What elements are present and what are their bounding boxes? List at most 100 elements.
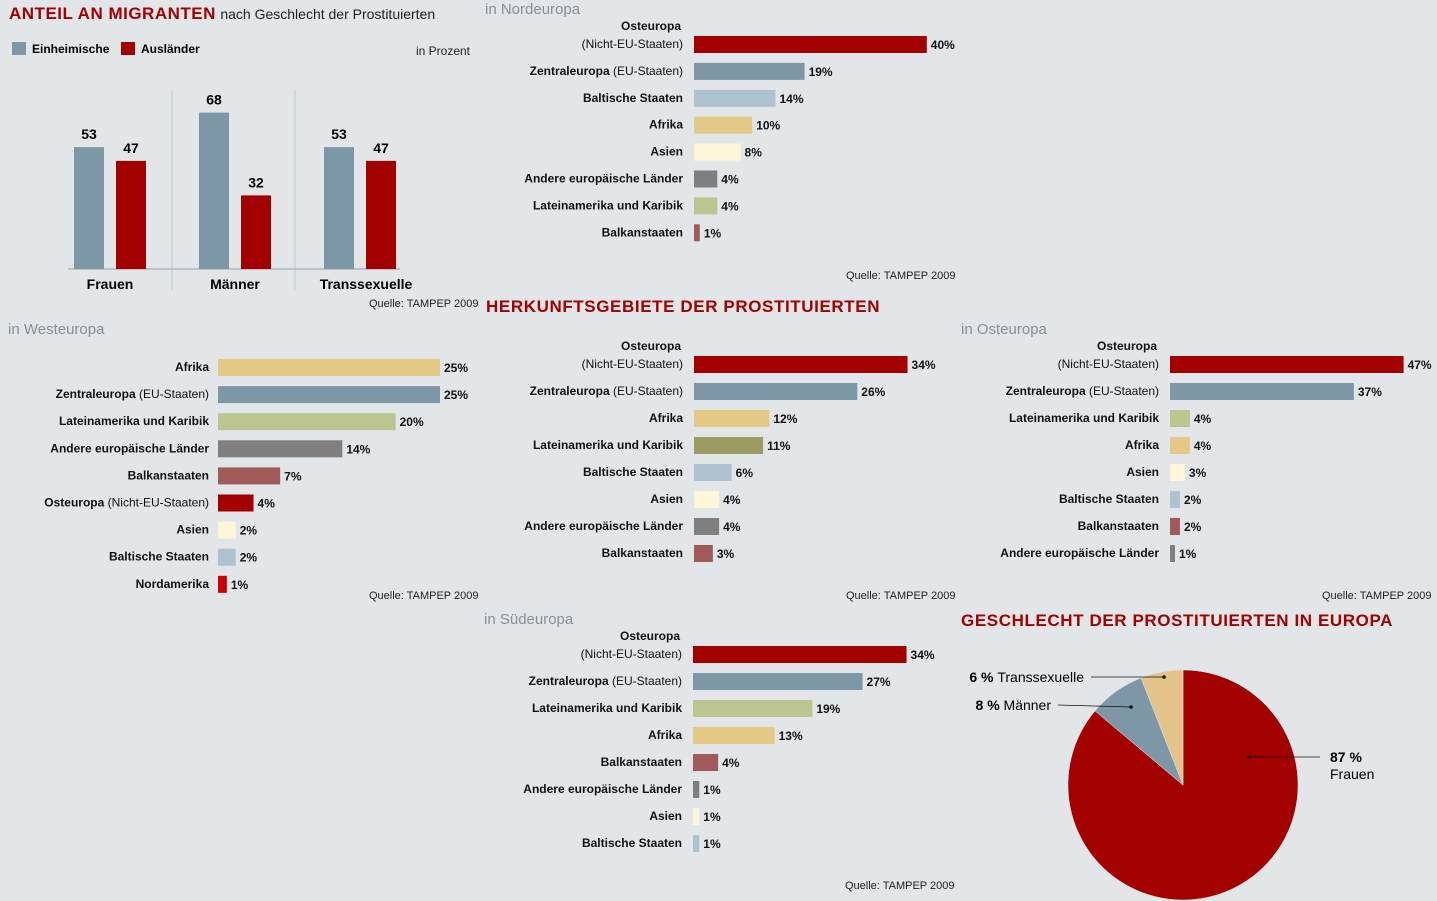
geschlecht-headline: GESCHLECHT DER PROSTITUIERTEN IN EUROPA — [961, 611, 1394, 630]
value-label: 19% — [809, 65, 833, 79]
category-label: Lateinamerika und Karibik — [532, 701, 682, 715]
nordeuropa-title: in Nordeuropa — [485, 1, 581, 18]
value-label: 4% — [1194, 412, 1212, 426]
value-label: 1% — [703, 837, 721, 851]
legend-swatch-auslaender — [121, 42, 135, 55]
bar — [693, 646, 907, 663]
nordeuropa-chart: Osteuropa (Nicht-EU-Staaten) 40% Zentraleur… — [524, 20, 955, 242]
category-label: Baltische Staaten — [583, 91, 683, 105]
bar — [693, 808, 700, 825]
bar-frauen-einheimische — [74, 147, 104, 269]
value-label: 6% — [736, 466, 754, 480]
osteuropa-title: in Osteuropa — [961, 321, 1047, 338]
category-label: Afrika — [649, 118, 683, 132]
bar — [1170, 491, 1180, 508]
value-label: 7% — [284, 469, 302, 483]
row-baltischestaaten: Baltische Staaten 2% — [1059, 491, 1202, 508]
legend: Einheimische Ausländer — [12, 42, 200, 56]
category-label: Asien — [1126, 465, 1159, 479]
category-label: Andere europäische Länder — [50, 441, 209, 455]
legend-swatch-einheimische — [12, 42, 26, 55]
value-label: 11% — [767, 439, 791, 453]
value-label: 1% — [704, 226, 722, 240]
value-label: 26% — [861, 385, 885, 399]
row-balkanstaaten: Balkanstaaten 7% — [128, 467, 302, 485]
row-asien: Asien 3% — [1126, 464, 1207, 481]
westeuropa-chart: Afrika 25% Zentraleuropa (EU-Staaten) 25% La… — [44, 359, 468, 593]
category-label: Osteuropa — [1097, 340, 1157, 353]
row-nordamerika: Nordamerika 1% — [136, 575, 249, 593]
bar — [693, 700, 813, 717]
bar-value-label: 47 — [373, 140, 389, 156]
bar — [218, 575, 227, 593]
bar — [218, 494, 254, 512]
value-label: 4% — [722, 756, 740, 770]
osteuropa-source: Quelle: TAMPEP 2009 — [1322, 590, 1432, 602]
westeuropa-title: in Westeuropa — [8, 321, 105, 338]
category-label: Baltische Staaten — [583, 465, 683, 479]
value-label: 1% — [231, 578, 249, 592]
suedeuropa-source: Quelle: TAMPEP 2009 — [845, 880, 955, 892]
legend-label-einheimische: Einheimische — [32, 42, 110, 56]
category-label: Zentraleuropa (EU-Staaten) — [1006, 384, 1159, 398]
row-afrika: Afrika 25% — [175, 359, 468, 376]
bar — [694, 143, 741, 161]
pie-label-transsexuelle: 6 % Transsexuelle — [969, 669, 1084, 685]
value-label: 3% — [1189, 466, 1207, 480]
bar — [694, 464, 732, 481]
bar — [694, 437, 764, 454]
row-osteuropa: Osteuropa (Nicht-EU-Staaten) 34% — [581, 630, 935, 663]
bar-mnner-einheimische — [199, 112, 229, 269]
row-asien: Asien 1% — [649, 808, 721, 825]
category-label: Zentraleuropa (EU-Staaten) — [529, 674, 682, 688]
row-lateinamerikaundkaribik: Lateinamerika und Karibik 19% — [532, 700, 841, 717]
pie-slice-transsexuelle — [1140, 669, 1184, 786]
bar — [1170, 518, 1180, 535]
category-label: Osteuropa — [620, 630, 680, 643]
row-zentraleuropa: Zentraleuropa (EU-Staaten) 19% — [530, 62, 833, 80]
bar — [694, 170, 718, 188]
row-afrika: Afrika 12% — [649, 410, 798, 427]
pie-label-maenner: 8 % Männer — [976, 697, 1052, 713]
row-lateinamerikaundkaribik: Lateinamerika und Karibik 4% — [1009, 410, 1212, 427]
category-label: Balkanstaaten — [601, 755, 682, 769]
bar — [218, 467, 281, 485]
category-label: Transsexuelle — [320, 276, 413, 292]
nordeuropa-source: Quelle: TAMPEP 2009 — [846, 270, 956, 282]
value-label: 4% — [1194, 439, 1212, 453]
row-osteuropa: Osteuropa (Nicht-EU-Staaten) 40% — [582, 20, 955, 53]
bar-frauen-auslaender — [116, 160, 146, 269]
herkunft-headline: HERKUNFTSGEBIETE DER PROSTITUIERTEN — [486, 297, 881, 316]
row-lateinamerikaundkaribik: Lateinamerika und Karibik 20% — [59, 413, 424, 431]
bar — [1170, 437, 1190, 454]
category-label: Zentraleuropa (EU-Staaten) — [530, 384, 683, 398]
category-label: Asien — [650, 145, 683, 159]
value-label: 2% — [240, 524, 258, 538]
bar — [1170, 410, 1190, 427]
category-label: Lateinamerika und Karibik — [533, 438, 683, 452]
category-label: Baltische Staaten — [582, 836, 682, 850]
bar — [694, 62, 805, 80]
bar-value-label: 53 — [331, 126, 347, 142]
bar — [694, 89, 776, 107]
row-osteuropa: Osteuropa (Nicht-EU-Staaten) 4% — [44, 494, 275, 512]
row-afrika: Afrika 13% — [648, 727, 803, 744]
migranten-source: Quelle: TAMPEP 2009 — [369, 298, 479, 310]
category-label: Zentraleuropa (EU-Staaten) — [530, 64, 683, 78]
main-title-rest: nach Geschlecht der Prostituierten — [220, 6, 436, 22]
bar-value-label: 53 — [81, 126, 97, 142]
bar — [693, 754, 719, 771]
category-label: Baltische Staaten — [1059, 492, 1159, 506]
value-label: 8% — [745, 146, 763, 160]
row-afrika: Afrika 10% — [649, 116, 781, 134]
bar-value-label: 47 — [123, 140, 139, 156]
row-zentraleuropa: Zentraleuropa (EU-Staaten) 27% — [529, 673, 891, 690]
row-balkanstaaten: Balkanstaaten 2% — [1078, 518, 1202, 535]
bar-value-label: 68 — [206, 92, 222, 108]
value-label: 2% — [1184, 520, 1202, 534]
category-label: Nordamerika — [136, 577, 210, 591]
category-label: Asien — [176, 523, 209, 537]
bar — [1170, 383, 1354, 400]
category-label: Andere europäische Länder — [523, 782, 682, 796]
category-label: Afrika — [648, 728, 682, 742]
